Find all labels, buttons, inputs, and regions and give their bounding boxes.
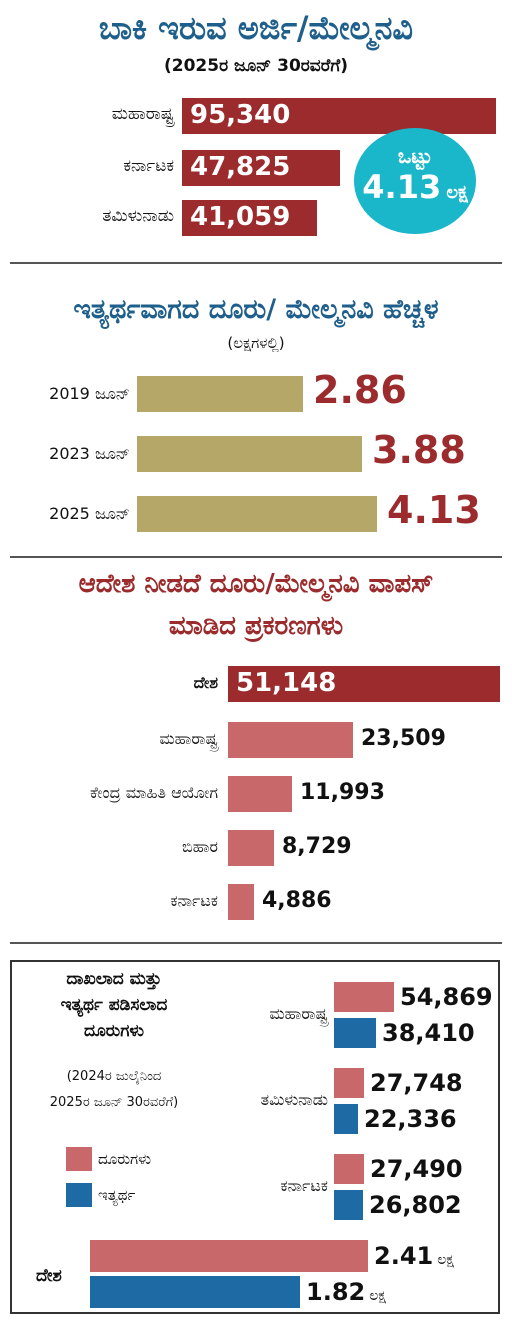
bar-1: 47,825 [182,150,340,186]
bar-label-2: ಕೇಂದ್ರ ಮಾಹಿತಿ ಆಯೋಗ [90,783,218,802]
section2-subtitle: (ಲಕ್ಷಗಳಲ್ಲಿ) [227,334,285,352]
bar-label-0: 2019 ಜೂನ್ [49,384,130,403]
legend-label-complaints: ದೂರುಗಳು [98,1150,151,1168]
bar-label-0: ದೇಶ [193,673,218,692]
bar-0 [137,376,303,412]
state-label-2: ಕರ್ನಾಟಕ [280,1176,328,1195]
state-label-0: ಮಹಾರಾಷ್ಟ್ರ [269,1004,328,1023]
bar-1 [137,436,362,472]
state-label-1: ತಮಿಳುನಾಡು [260,1090,328,1109]
bar-0: 95,340 [182,98,496,134]
bar-disposed-value-0: 38,410 [382,1019,475,1047]
legend-swatch-complaints [66,1147,92,1171]
bar-label-1: ಮಹಾರಾಷ್ಟ್ರ [159,729,218,748]
section4-title-line1: ದಾಖಲಾದ ಮತ್ತು [66,969,162,989]
divider-3 [10,942,502,944]
section4-subtitle-line1: (2024ರ ಜುಲೈನಿಂದ [66,1069,162,1084]
national-value-unit-0: ಲಕ್ಷ [437,1252,454,1268]
bar-label-2: ತಮಿಳುನಾಡು [102,206,174,226]
bar-value-0: 2.86 [313,368,407,412]
bar-value-3: 8,729 [282,834,352,859]
bar-label-4: ಕರ್ನಾಟಕ [170,891,218,910]
bar-label-1: 2023 ಜೂನ್ [49,444,130,463]
national-value-0: 2.41 ಲಕ್ಷ [374,1240,454,1276]
national-bar-0 [90,1240,368,1272]
section4-title-line2: ಇತ್ಯರ್ಥ ಪಡಿಸಲಾದ [60,995,168,1015]
bar-disposed-1 [334,1104,358,1134]
total-badge: ಒಟ್ಟು 4.13 ಲಕ್ಷ [354,128,476,234]
section3-title-line2: ಮಾಡಿದ ಪ್ರಕರಣಗಳು [168,611,344,641]
legend-swatch-disposed [66,1183,92,1207]
bar-label-0: ಮಹಾರಾಷ್ಟ್ರ [111,104,174,124]
bar-disposed-value-1: 22,336 [364,1105,457,1133]
bar-value-2: 4.13 [387,488,481,532]
bar-1 [228,722,353,758]
bar-complaints-value-2: 27,490 [370,1155,463,1183]
national-value-unit-1: ಲಕ್ಷ [369,1288,386,1304]
bar-value-1: 23,509 [361,726,446,751]
bar-label-3: ಬಿಹಾರ [182,837,218,856]
bar-complaints-value-0: 54,869 [400,983,493,1011]
bar-disposed-0 [334,1018,376,1048]
bar-complaints-2 [334,1154,364,1184]
divider-1 [10,262,502,264]
bar-disposed-2 [334,1190,363,1220]
bar-value-1: 3.88 [372,428,466,472]
bar-complaints-0 [334,982,394,1012]
section4-title: ದಾಖಲಾದ ಮತ್ತು ಇತ್ಯರ್ಥ ಪಡಿಸಲಾದ ದೂರುಗಳು [24,966,204,1044]
bar-2: 41,059 [182,200,317,236]
legend-label-disposed: ಇತ್ಯರ್ಥ [98,1186,136,1204]
bar-disposed-value-2: 26,802 [369,1191,462,1219]
national-value-1: 1.82 ಲಕ್ಷ [306,1276,386,1312]
total-badge-value: 4.13 [362,168,442,206]
bar-label-1: ಕರ್ನಾಟಕ [123,156,174,176]
bar-value-0: 51,148 [236,668,337,698]
national-value-number-0: 2.41 [374,1242,434,1270]
bar-3 [228,830,274,866]
bar-0: 51,148 [228,666,500,702]
section4-frame [10,960,500,1314]
bar-4 [228,884,254,920]
section4-subtitle: (2024ರ ಜುಲೈನಿಂದ 2025ರ ಜೂನ್ 30ರವರೆಗೆ) [24,1064,204,1116]
legend-item-complaints: ದೂರುಗಳು [66,1144,151,1174]
bar-value-2: 41,059 [190,202,291,232]
section3-title-line1: ಆದೇಶ ನೀಡದೆ ದೂರು/ಮೇಲ್ಮನವಿ ವಾಪಸ್ [78,569,434,599]
section1-subtitle: (2025ರ ಜೂನ್ 30ರವರೆಗೆ) [163,56,349,76]
national-value-number-1: 1.82 [306,1278,366,1306]
bar-value-0: 95,340 [190,100,291,130]
bar-value-1: 47,825 [190,152,291,182]
section1-title: ಬಾಕಿ ಇರುವ ಅರ್ಜಿ/ಮೇಲ್ಮನವಿ [98,9,414,47]
section2-title: ಇತ್ಯರ್ಥವಾಗದ ದೂರು/ ಮೇಲ್ಮನವಿ ಹೆಚ್ಚಳ [73,294,439,325]
legend: ದೂರುಗಳು ಇತ್ಯರ್ಥ [66,1144,151,1210]
legend-item-disposed: ಇತ್ಯರ್ಥ [66,1180,151,1210]
bar-2 [228,776,292,812]
divider-2 [10,556,502,558]
national-bar-1 [90,1276,300,1308]
bar-complaints-1 [334,1068,364,1098]
bar-value-2: 11,993 [300,780,385,805]
bar-complaints-value-1: 27,748 [370,1069,463,1097]
national-label: ದೇಶ [36,1266,62,1286]
total-badge-unit: ಲಕ್ಷ [446,182,468,203]
section4-subtitle-line2: 2025ರ ಜೂನ್ 30ರವರೆಗೆ) [49,1095,179,1110]
bar-label-2: 2025 ಜೂನ್ [49,504,130,523]
bar-value-4: 4,886 [262,888,332,913]
section4-title-line3: ದೂರುಗಳು [83,1021,145,1041]
total-badge-label: ಒಟ್ಟು [397,144,433,168]
bar-2 [137,496,377,532]
